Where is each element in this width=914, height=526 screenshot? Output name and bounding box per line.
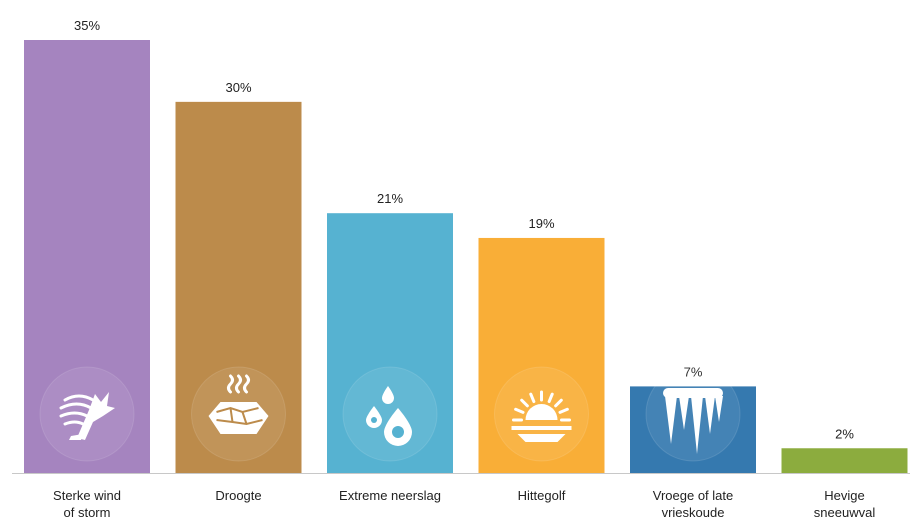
sun-heat-icon xyxy=(494,366,589,462)
bar xyxy=(478,237,605,473)
drought-icon xyxy=(191,366,286,462)
data-label: 30% xyxy=(225,80,251,95)
data-label: 19% xyxy=(528,216,554,231)
bar xyxy=(781,448,908,473)
bar-group: 19% Hittegolf xyxy=(478,216,605,503)
category-label: Hevige xyxy=(824,488,864,503)
icicles-icon xyxy=(645,366,741,462)
category-label: Hittegolf xyxy=(518,488,566,503)
category-label: Sterke wind xyxy=(53,488,121,503)
bar-group: 30% Droogte xyxy=(175,80,302,503)
data-label: 21% xyxy=(377,191,403,206)
category-label: of storm xyxy=(64,505,111,520)
rain-drops-icon xyxy=(342,366,438,462)
bar xyxy=(24,40,150,473)
bar-group: 7% Vroege of late vrieskoude xyxy=(630,364,756,520)
bar-group: 35% Sterke wind of storm xyxy=(24,18,150,520)
bar-group: 2% Hevige sneeuwval xyxy=(781,426,908,520)
wind-storm-icon xyxy=(39,366,135,462)
data-label: 7% xyxy=(684,364,703,379)
data-label: 2% xyxy=(835,426,854,441)
category-label: Vroege of late xyxy=(653,488,733,503)
category-label: vrieskoude xyxy=(662,505,725,520)
category-label: Extreme neerslag xyxy=(339,488,441,503)
category-label: Droogte xyxy=(215,488,261,503)
category-label: sneeuwval xyxy=(814,505,876,520)
bar-group: 21% Extreme neerslag xyxy=(327,191,453,503)
data-label: 35% xyxy=(74,18,100,33)
